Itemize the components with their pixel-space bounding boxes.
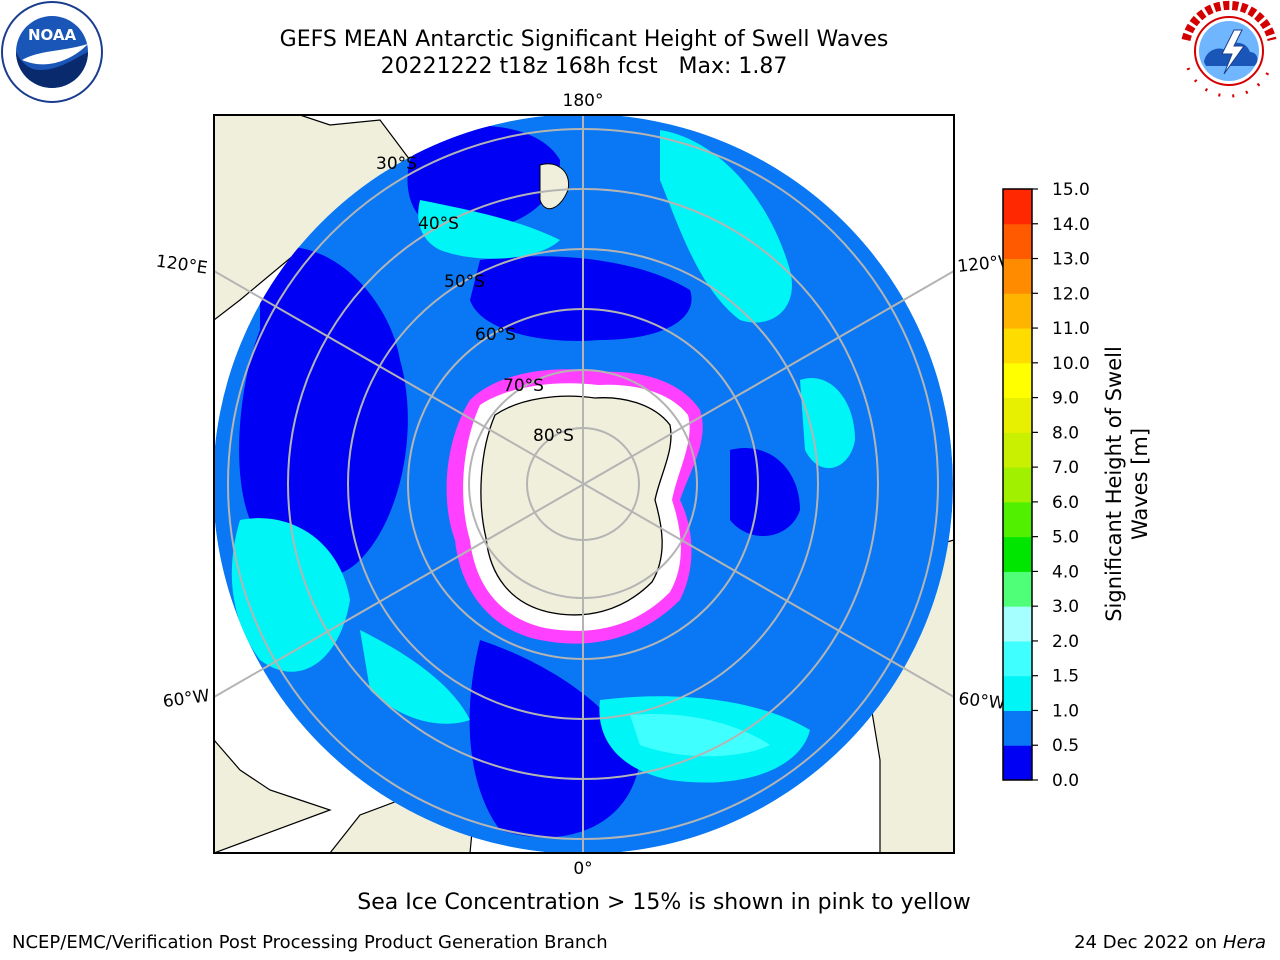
colorbar-swatch: [1003, 258, 1032, 294]
colorbar-frame: [1002, 188, 1033, 781]
colorbar-swatch: [1003, 189, 1032, 225]
colorbar-swatch: [1003, 571, 1032, 607]
colorbar-tick-label: 6.0: [1052, 493, 1079, 513]
colorbar-tick-label: 12.0: [1052, 284, 1090, 304]
field-aqua-south: [630, 714, 770, 757]
colorbar-swatch: [1003, 328, 1032, 364]
colorbar-swatch: [1003, 362, 1032, 399]
colorbar-swatch: [1003, 501, 1032, 538]
lat-label-50: 50°S: [444, 272, 485, 292]
colorbar-tick-label: 11.0: [1052, 319, 1090, 339]
field-low-east: [730, 448, 800, 537]
colorbar-ticks: 0.0 0.5 1.0 1.5 2.0 3.0 4.0 5.0 6.0 7.0 8.0 9.0 10.0…: [1032, 180, 1090, 791]
lon-label-top: 180°: [563, 91, 604, 111]
colorbar-swatch: [1003, 745, 1032, 781]
field-low-north: [407, 125, 560, 232]
colorbar-tick-label: 4.0: [1052, 562, 1079, 582]
footer-date: 24 Dec 2022 on Hera: [1074, 932, 1266, 953]
map-panel: [213, 114, 955, 854]
colorbar-swatch: [1003, 467, 1032, 503]
colorbar-tick-label: 15.0: [1052, 180, 1090, 200]
field-low-west: [239, 246, 408, 577]
colorbar-swatch: [1003, 432, 1032, 468]
footer-machine: Hera: [1222, 932, 1266, 953]
footer-date-text: 24 Dec 2022 on: [1074, 932, 1218, 953]
lat-label-80: 80°S: [533, 426, 574, 446]
madagascar-land: [214, 739, 332, 853]
colorbar-swatch: [1003, 536, 1032, 572]
colorbar-tick-label: 8.0: [1052, 423, 1079, 443]
colorbar-tick-label: 1.0: [1052, 701, 1079, 721]
lat-label-70: 70°S: [503, 376, 544, 396]
figure-title-line2: 20221222 t18z 168h fcst Max: 1.87: [380, 54, 788, 79]
field-cyan-north: [418, 200, 560, 259]
colorbar-tick-label: 14.0: [1052, 215, 1090, 235]
colorbar-tick-label: 10.0: [1052, 354, 1090, 374]
colorbar: 0.0 0.5 1.0 1.5 2.0 3.0 4.0 5.0 6.0 7.0 8.0 9.0 10.0…: [1002, 180, 1152, 791]
colorbar-swatch: [1003, 640, 1032, 677]
colorbar-swatch: [1003, 675, 1032, 711]
colorbar-tick-label: 7.0: [1052, 458, 1079, 478]
map-frame: [213, 114, 955, 854]
colorbar-tick-label: 9.0: [1052, 389, 1079, 409]
lon-label-60e: 60°W: [162, 686, 211, 712]
meridian-60e-120w: [214, 270, 954, 698]
colorbar-swatch: [1003, 293, 1032, 329]
colorbar-tick-label: 5.0: [1052, 528, 1079, 548]
colorbar-swatch: [1003, 710, 1032, 746]
nws-logo: [1180, 0, 1278, 100]
colorbar-tick-label: 0.5: [1052, 736, 1079, 756]
colorbar-tick-label: 0.0: [1052, 771, 1079, 791]
colorbar-tick-label: 2.0: [1052, 632, 1079, 652]
colorbar-swatch: [1003, 397, 1032, 433]
antarctica-land: [480, 395, 672, 616]
sea-ice-note: Sea Ice Concentration > 15% is shown in …: [357, 890, 971, 915]
graticule: [214, 115, 954, 853]
lon-label-60w: 60°W: [957, 689, 1006, 714]
figure-title-line1: GEFS MEAN Antarctic Significant Height o…: [279, 27, 889, 52]
field-cyan-southwest: [360, 630, 470, 724]
colorbar-label-line2: Waves [m]: [1128, 428, 1152, 540]
lat-label-30: 30°S: [376, 154, 417, 174]
footer-branch: NCEP/EMC/Verification Post Processing Pr…: [12, 932, 608, 953]
field-cyan-east: [800, 378, 855, 469]
noaa-logo: NOAA: [1, 1, 103, 103]
lon-label-bottom: 0°: [573, 859, 592, 879]
lon-label-120e: 120°E: [155, 252, 209, 279]
noaa-logo-text: NOAA: [28, 26, 77, 44]
colorbar-swatches: [1003, 189, 1032, 781]
colorbar-tick-label: 1.5: [1052, 667, 1079, 687]
field-low-south: [469, 640, 640, 838]
lat-label-40: 40°S: [418, 214, 459, 234]
colorbar-label-line1: Significant Height of Swell: [1102, 346, 1126, 622]
colorbar-tick-label: 13.0: [1052, 250, 1090, 270]
lat-label-60: 60°S: [475, 325, 516, 345]
colorbar-swatch: [1003, 223, 1032, 260]
colorbar-swatch: [1003, 606, 1032, 642]
colorbar-tick-label: 3.0: [1052, 597, 1079, 617]
